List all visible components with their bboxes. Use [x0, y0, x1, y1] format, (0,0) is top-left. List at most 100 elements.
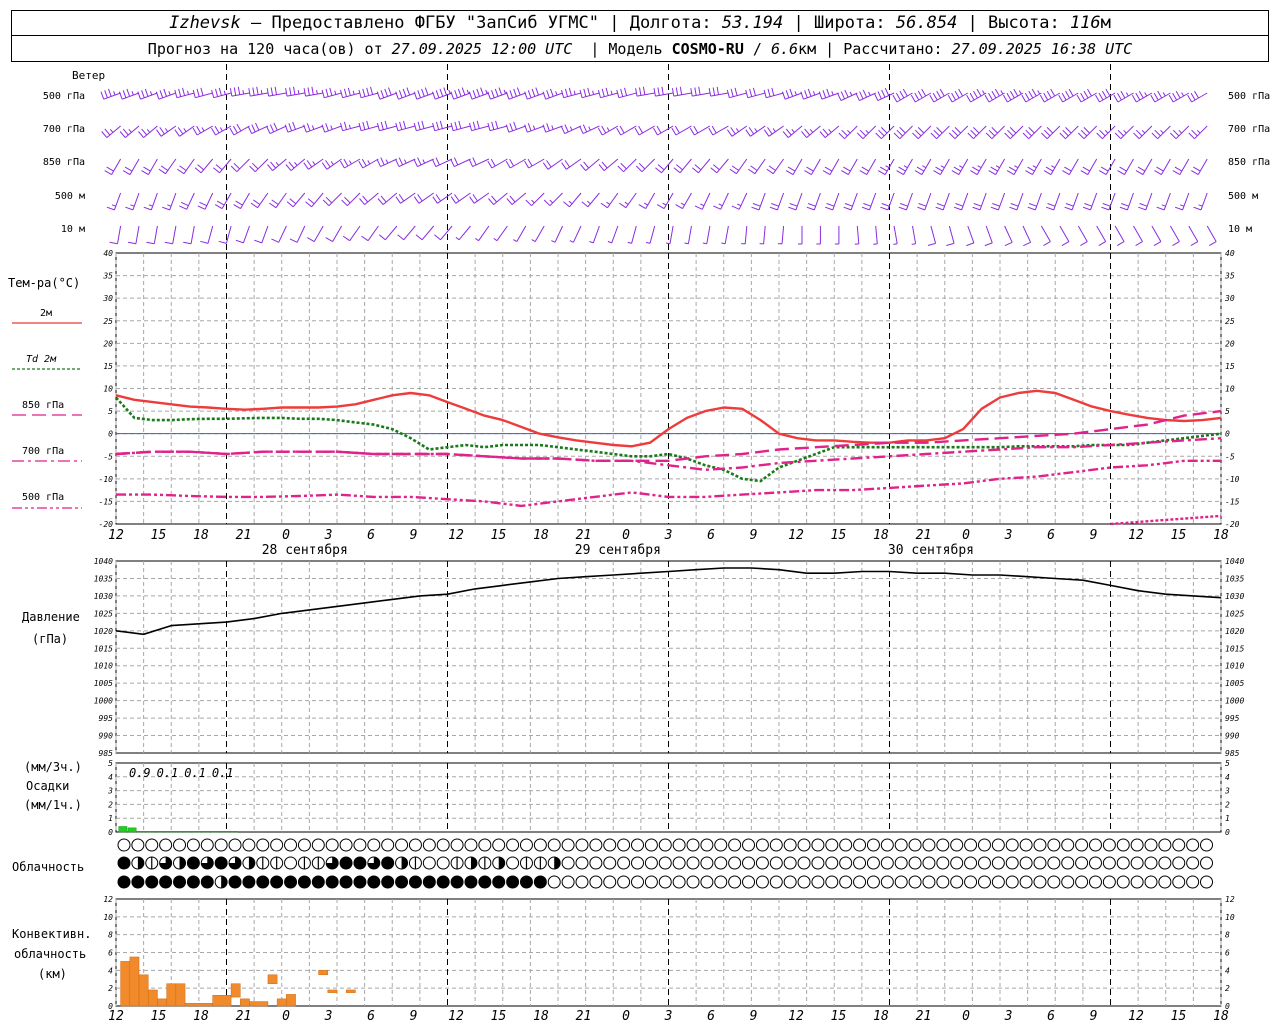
- convective-bar: [175, 983, 186, 1007]
- wind-barb: [893, 125, 913, 140]
- cloud-symbol: [506, 856, 520, 870]
- convective-bar: [184, 1003, 213, 1007]
- wind-barb: [1188, 225, 1199, 247]
- convective-bar: [249, 1001, 269, 1007]
- y-tick-label-left: 3: [107, 787, 113, 796]
- cloud-symbol: [977, 856, 991, 870]
- cloud-symbol: [880, 875, 894, 889]
- wind-barb: [854, 225, 860, 245]
- cloud-symbol: [589, 875, 603, 889]
- cloud-symbol-fill: [470, 857, 477, 869]
- cloud-symbol: [1158, 875, 1172, 889]
- cloud-symbol: [478, 875, 492, 889]
- cloud-symbol: [950, 875, 964, 889]
- wind-barb: [179, 192, 195, 210]
- cloud-symbol: [825, 838, 839, 852]
- cloud-symbol: [173, 875, 187, 889]
- cloud-symbol: [589, 838, 603, 852]
- cloud-symbol: [617, 856, 631, 870]
- y-tick-label-left: -20: [99, 520, 114, 529]
- cloud-symbol: [1019, 838, 1033, 852]
- cloud-symbol: [145, 838, 159, 852]
- y-tick-label-left: 35: [102, 272, 113, 281]
- y-tick-label-left: 985: [99, 749, 114, 758]
- wind-barb: [859, 158, 877, 176]
- time-tick-label: 0: [622, 528, 630, 543]
- y-tick-label-right: 1025: [1225, 609, 1244, 618]
- wind-barb: [1002, 88, 1024, 103]
- precip-bar: [192, 831, 201, 833]
- wind-barb: [104, 158, 122, 176]
- wind-barb: [841, 158, 858, 176]
- cloud-symbol: [894, 875, 908, 889]
- wind-barb: [177, 158, 195, 175]
- y-tick-label-right: 985: [1225, 749, 1240, 758]
- cloud-symbol: [1088, 875, 1102, 889]
- cloud-symbol: [1102, 856, 1116, 870]
- wind-barb: [777, 225, 785, 245]
- wind-barb: [781, 88, 803, 100]
- cloud-symbol: [422, 875, 436, 889]
- wind-barb: [1133, 125, 1153, 140]
- wind-barb: [616, 87, 637, 99]
- cloud-symbol: [1116, 875, 1130, 889]
- wind-barb: [600, 192, 619, 209]
- wind-barb: [598, 158, 619, 171]
- cloud-symbol: [381, 856, 395, 870]
- y-tick-label-right: 4: [1225, 966, 1230, 975]
- wind-barb: [286, 192, 306, 208]
- y-tick-label-left: 12: [103, 895, 113, 904]
- cloud-symbol: [436, 856, 450, 870]
- time-tick-label: 15: [831, 528, 847, 543]
- wind-barb: [197, 192, 214, 210]
- wind-barb: [413, 87, 434, 100]
- precip-bar: [210, 831, 220, 833]
- wind-barb: [249, 158, 269, 173]
- cloud-symbol: [686, 875, 700, 889]
- wind-barb: [214, 192, 232, 210]
- cloud-symbol: [1186, 875, 1200, 889]
- cloud-symbol: [589, 856, 603, 870]
- wind-barb: [487, 120, 508, 132]
- cloud-symbol: [408, 838, 422, 852]
- wind-barb: [1009, 192, 1024, 211]
- wind-barb: [125, 192, 140, 211]
- wind-barb: [1187, 90, 1208, 103]
- cloud-symbol: [339, 838, 353, 852]
- cloud-symbol: [131, 875, 145, 889]
- y-tick-label-right: 1000: [1225, 697, 1244, 706]
- wind-barb: [1131, 90, 1153, 103]
- wind-barb: [450, 192, 471, 204]
- y-tick-label-right: 2: [1225, 984, 1230, 993]
- wind-barb: [708, 86, 729, 97]
- y-tick-label-right: 10: [1225, 913, 1235, 922]
- wind-barb: [616, 125, 637, 136]
- time-tick-label: 18: [1213, 1009, 1229, 1024]
- precip-amount-label: 0.1: [212, 766, 234, 780]
- cloud-symbol: [256, 838, 270, 852]
- cloud-symbol: [395, 838, 409, 852]
- precip-amount-label: 0.1: [157, 766, 179, 780]
- wind-barb: [1151, 225, 1162, 247]
- y-tick-label-right: 25: [1225, 317, 1235, 326]
- y-tick-label-left: 20: [103, 339, 113, 348]
- time-tick-label: 9: [410, 1009, 418, 1024]
- cloud-symbol: [631, 838, 645, 852]
- conv-label-1: Конвективн.: [12, 927, 91, 941]
- wind-barb: [340, 87, 361, 99]
- wind-barb: [671, 125, 692, 136]
- y-tick-label-left: 40: [103, 249, 113, 258]
- wind-barb: [748, 158, 766, 175]
- time-tick-label: 15: [1171, 1009, 1187, 1024]
- cloud-symbol: [519, 875, 533, 889]
- wind-barb: [376, 87, 398, 100]
- cloud-symbol-fill: [159, 857, 172, 870]
- cloud-symbol: [1130, 838, 1144, 852]
- wind-barb: [254, 225, 269, 244]
- wind-barb: [984, 225, 993, 247]
- wind-barb: [376, 157, 398, 168]
- y-tick-label-right: 20: [1225, 339, 1235, 348]
- cloud-symbol: [783, 856, 797, 870]
- time-tick-label: 12: [788, 528, 804, 543]
